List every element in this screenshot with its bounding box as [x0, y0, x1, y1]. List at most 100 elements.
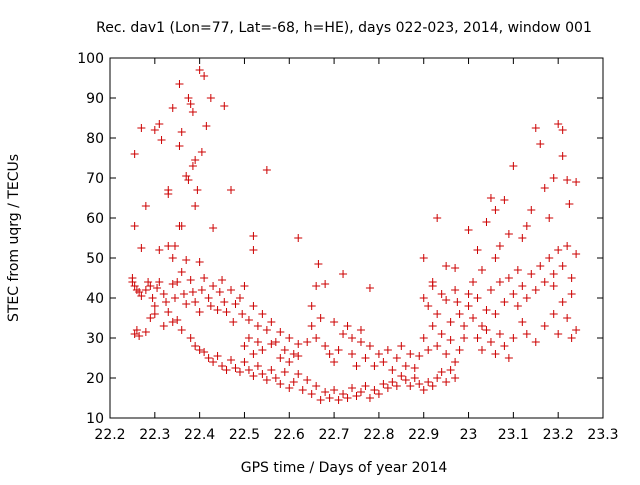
data-point [334, 396, 343, 404]
data-point [549, 310, 558, 318]
data-point [419, 334, 428, 342]
data-point [388, 378, 397, 386]
data-point [307, 302, 316, 310]
data-point [536, 140, 545, 148]
data-point [428, 322, 437, 330]
data-point [545, 254, 554, 262]
data-point [554, 330, 563, 338]
y-tick-label: 70 [86, 171, 104, 187]
data-point [188, 288, 197, 296]
data-point [545, 214, 554, 222]
data-point [491, 206, 500, 214]
data-point [451, 358, 460, 366]
x-tick-label: 23.1 [498, 427, 529, 443]
data-point [451, 374, 460, 382]
data-point [549, 282, 558, 290]
data-point [227, 356, 236, 364]
data-point [531, 286, 540, 294]
data-point [141, 286, 150, 294]
data-point [464, 226, 473, 234]
data-point [213, 306, 222, 314]
data-point [558, 152, 567, 160]
data-point [177, 326, 186, 334]
axis-ticks: 22.2 22.3 22.4 22.5 22.6 22.7 22.8 22.9 23 23.1 23… [77, 51, 618, 443]
data-point [209, 224, 218, 232]
data-point [168, 104, 177, 112]
data-point [249, 302, 258, 310]
data-point [343, 322, 352, 330]
data-point [209, 358, 218, 366]
data-point [446, 336, 455, 344]
data-point [446, 366, 455, 374]
data-point [137, 244, 146, 252]
data-point [157, 136, 166, 144]
data-point [424, 302, 433, 310]
data-point [206, 94, 215, 102]
data-point [312, 282, 321, 290]
data-point [518, 318, 527, 326]
data-point [262, 166, 271, 174]
data-point [231, 300, 240, 308]
data-point [188, 162, 197, 170]
data-point [182, 300, 191, 308]
x-tick-label: 22.6 [274, 427, 305, 443]
data-point [285, 384, 294, 392]
data-point [209, 282, 218, 290]
data-point [215, 288, 224, 296]
data-point [518, 282, 527, 290]
data-point [204, 294, 213, 302]
data-point [191, 298, 200, 306]
data-point [222, 366, 231, 374]
data-point [401, 376, 410, 384]
data-point [572, 326, 581, 334]
data-point [536, 262, 545, 270]
data-point [486, 194, 495, 202]
data-point [244, 366, 253, 374]
data-point [330, 318, 339, 326]
data-point [155, 246, 164, 254]
data-point [153, 284, 162, 292]
data-point [410, 364, 419, 372]
data-point [132, 326, 141, 334]
data-point [222, 308, 231, 316]
data-point [307, 390, 316, 398]
data-point [162, 298, 171, 306]
y-tick-label: 60 [86, 211, 104, 227]
data-point [486, 286, 495, 294]
data-point [558, 126, 567, 134]
data-point [285, 334, 294, 342]
data-point [455, 346, 464, 354]
data-point [173, 278, 182, 286]
data-point [146, 314, 155, 322]
data-point [170, 294, 179, 302]
data-point [419, 254, 428, 262]
data-point [473, 294, 482, 302]
data-point [244, 316, 253, 324]
data-points [128, 66, 581, 404]
data-point [486, 338, 495, 346]
data-point [262, 326, 271, 334]
data-point [137, 292, 146, 300]
data-point [294, 352, 303, 360]
data-point [271, 374, 280, 382]
data-point [267, 318, 276, 326]
data-point [321, 388, 330, 396]
data-point [343, 394, 352, 402]
data-point [155, 278, 164, 286]
data-point [249, 246, 258, 254]
data-point [383, 346, 392, 354]
data-point [330, 386, 339, 394]
data-point [433, 342, 442, 350]
data-point [148, 294, 157, 302]
data-point [137, 124, 146, 132]
data-point [500, 342, 509, 350]
data-point [303, 338, 312, 346]
data-point [150, 310, 159, 318]
data-point [253, 338, 262, 346]
data-point [294, 234, 303, 242]
x-tick-label: 22.3 [139, 427, 170, 443]
data-point [339, 330, 348, 338]
data-point [356, 326, 365, 334]
data-point [168, 254, 177, 262]
